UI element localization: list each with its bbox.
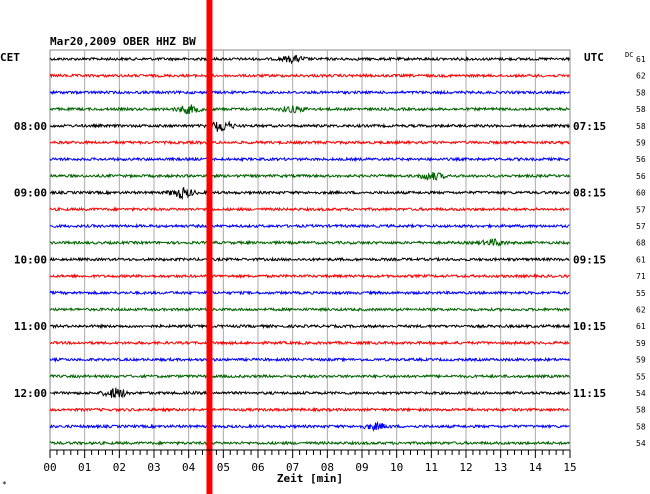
right-time-label: 09:15 bbox=[573, 253, 606, 266]
dc-value: 59 bbox=[636, 139, 646, 148]
trace-row-5 bbox=[49, 120, 570, 132]
trace-row-11 bbox=[49, 222, 570, 230]
dc-value: 60 bbox=[636, 189, 646, 198]
x-tick-label: 14 bbox=[529, 461, 543, 474]
x-tick-label: 12 bbox=[459, 461, 472, 474]
dc-value: 58 bbox=[636, 122, 646, 131]
seismic-traces bbox=[49, 0, 570, 494]
x-tick-label: 06 bbox=[251, 461, 264, 474]
dc-value: 59 bbox=[636, 339, 646, 348]
dc-value: 57 bbox=[636, 205, 646, 214]
dc-value: 58 bbox=[636, 406, 646, 415]
trace-row-6 bbox=[49, 139, 570, 146]
x-axis-title: Zeit [min] bbox=[277, 472, 343, 485]
dc-value: 58 bbox=[636, 105, 646, 114]
dc-value: 61 bbox=[636, 255, 646, 264]
dc-value: 61 bbox=[636, 55, 646, 64]
trace-row-3 bbox=[49, 89, 570, 96]
dc-value: 59 bbox=[636, 356, 646, 365]
trace-row-24 bbox=[49, 440, 570, 447]
trace-row-15 bbox=[49, 289, 570, 296]
left-time-label: 08:00 bbox=[14, 120, 47, 133]
x-tick-label: 13 bbox=[494, 461, 507, 474]
dc-value: 57 bbox=[636, 222, 646, 231]
trace-row-20 bbox=[49, 373, 570, 380]
trace-row-22 bbox=[49, 406, 570, 413]
x-tick-label: 09 bbox=[355, 461, 368, 474]
x-axis-ticks: 00 01 02 03 04 05 06 07 08 09 10 11 12 13 14 15 bbox=[43, 449, 577, 474]
dc-value: 62 bbox=[636, 72, 646, 81]
x-tick-label: 07 bbox=[286, 461, 299, 474]
left-timezone-label: CET bbox=[0, 51, 20, 64]
trace-row-16 bbox=[49, 306, 570, 313]
x-tick-label: 04 bbox=[182, 461, 196, 474]
trace-row-9 bbox=[49, 186, 570, 201]
trace-row-13 bbox=[49, 256, 570, 263]
dc-value: 61 bbox=[636, 322, 646, 331]
trace-row-23 bbox=[49, 420, 570, 433]
dc-value: 71 bbox=[636, 272, 646, 281]
x-tick-label: 05 bbox=[217, 461, 230, 474]
x-tick-label: 08 bbox=[321, 461, 334, 474]
trace-row-7 bbox=[49, 156, 570, 163]
right-time-label: 10:15 bbox=[573, 320, 606, 333]
time-marker bbox=[206, 0, 213, 494]
plot-grid bbox=[49, 49, 571, 451]
dc-value: 62 bbox=[636, 306, 646, 315]
x-tick-label: 02 bbox=[113, 461, 126, 474]
right-time-label: 08:15 bbox=[573, 187, 606, 200]
dc-value: 58 bbox=[636, 422, 646, 431]
trace-row-1 bbox=[49, 54, 570, 65]
trace-row-8 bbox=[49, 171, 570, 181]
x-tick-label: 15 bbox=[563, 461, 576, 474]
right-time-label: 07:15 bbox=[573, 120, 606, 133]
trace-row-10 bbox=[49, 206, 570, 213]
trace-row-4 bbox=[49, 104, 570, 115]
dc-value: 58 bbox=[636, 88, 646, 97]
dc-value: 54 bbox=[636, 439, 646, 448]
x-tick-label: 03 bbox=[147, 461, 160, 474]
trace-row-12 bbox=[49, 238, 570, 247]
dc-value: 54 bbox=[636, 389, 646, 398]
time-labels: 08:00 09:00 10:00 11:00 12:00 07:15 08:15 09:15… bbox=[14, 55, 646, 448]
trace-row-14 bbox=[49, 273, 570, 280]
trace-row-2 bbox=[49, 72, 570, 79]
dc-value: 68 bbox=[636, 239, 646, 248]
dc-value: 56 bbox=[636, 172, 646, 181]
left-time-label: 10:00 bbox=[14, 253, 47, 266]
chart-header: Mar20,2009 OBER HHZ BW bbox=[50, 35, 196, 48]
trace-row-19 bbox=[49, 356, 570, 363]
right-timezone-label: UTC bbox=[584, 51, 604, 64]
x-tick-label: 10 bbox=[390, 461, 403, 474]
x-tick-label: 11 bbox=[425, 461, 438, 474]
right-time-label: 11:15 bbox=[573, 387, 606, 400]
left-time-label: 09:00 bbox=[14, 187, 47, 200]
dc-value: 56 bbox=[636, 155, 646, 164]
corner-mark: * bbox=[2, 480, 7, 489]
trace-row-17 bbox=[49, 323, 570, 330]
dc-value: 55 bbox=[636, 289, 646, 298]
x-tick-label: 00 bbox=[43, 461, 56, 474]
x-tick-label: 01 bbox=[78, 461, 91, 474]
trace-row-18 bbox=[49, 339, 570, 346]
dc-value: 55 bbox=[636, 372, 646, 381]
dc-column-label: DC bbox=[625, 51, 633, 59]
left-time-label: 11:00 bbox=[14, 320, 47, 333]
trace-row-21 bbox=[49, 387, 570, 399]
left-time-label: 12:00 bbox=[14, 387, 47, 400]
